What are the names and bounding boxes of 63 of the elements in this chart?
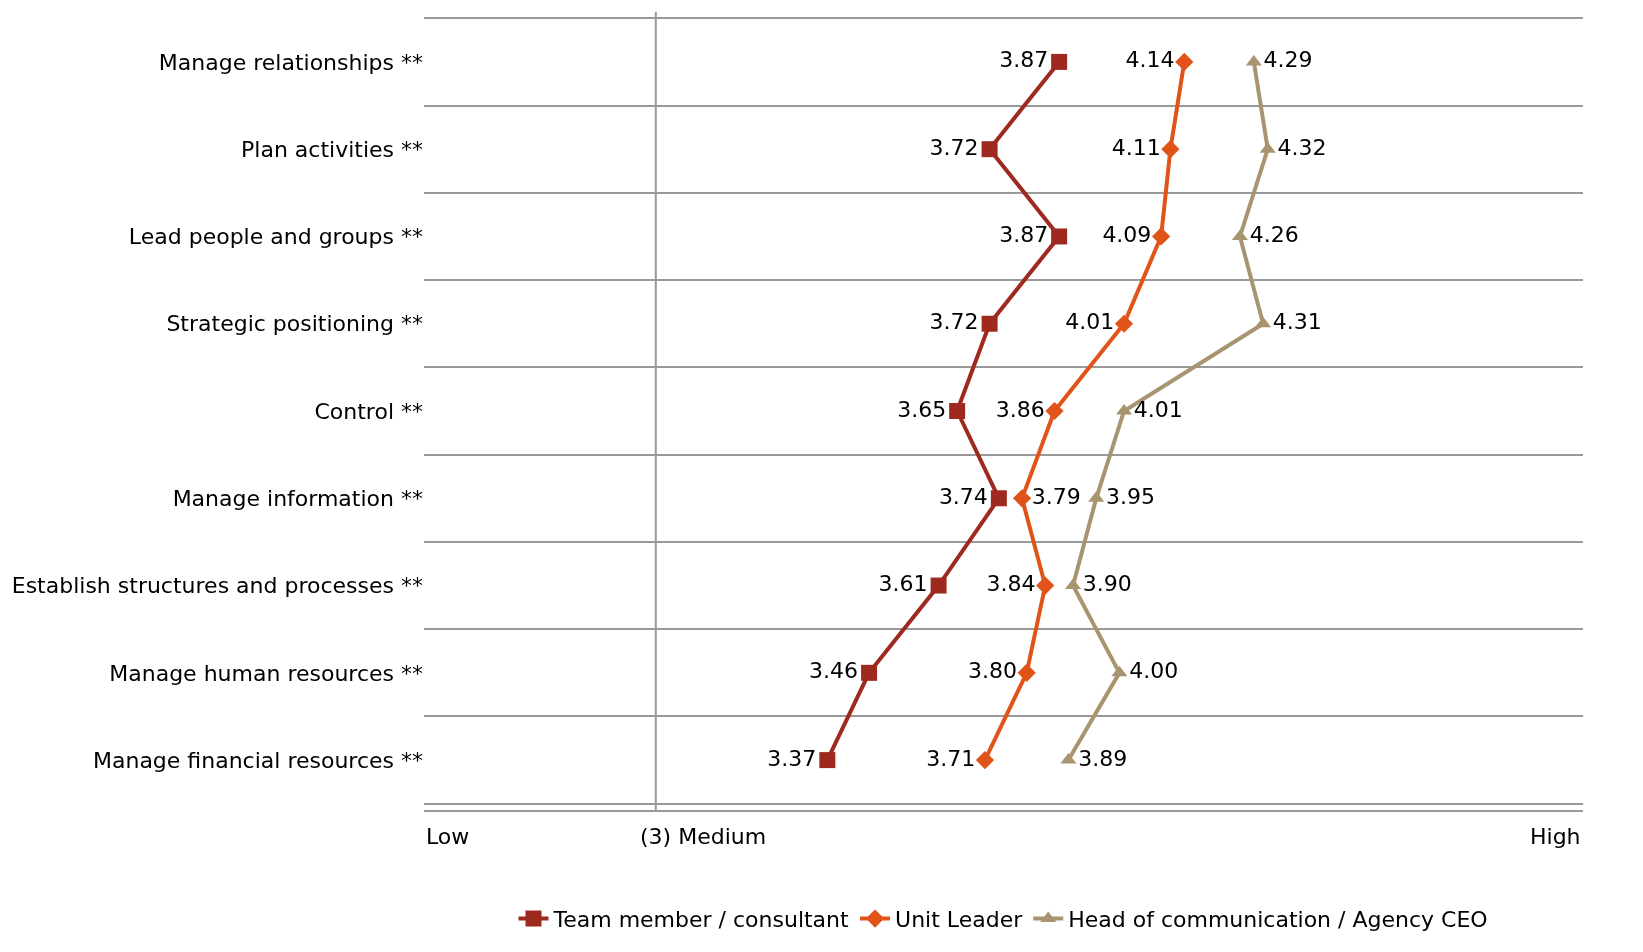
point: [1245, 54, 1262, 66]
point: [1017, 663, 1036, 682]
legend-label: Head of communication / Agency CEO: [1068, 907, 1488, 933]
point: [1051, 228, 1068, 245]
data-label: 3.87: [999, 47, 1049, 73]
point: [861, 664, 878, 681]
data-label: 3.84: [986, 571, 1036, 597]
point: [1255, 316, 1272, 328]
data-label: 3.61: [878, 571, 928, 597]
text: Low: [426, 824, 470, 849]
y-tick-label: Plan activities **: [241, 136, 423, 162]
point: [981, 315, 998, 332]
point: [1045, 401, 1064, 421]
data-label: 4.14: [1125, 47, 1175, 73]
text: High: [1530, 824, 1581, 849]
point: [1036, 576, 1055, 595]
y-tick-label: Manage information **: [172, 485, 423, 511]
data-label: 4.32: [1277, 134, 1327, 160]
point: [1175, 52, 1194, 71]
data-label: 3.87: [999, 221, 1049, 247]
data-label: 3.37: [767, 745, 817, 771]
data-label: 3.46: [809, 658, 859, 684]
data-label: 3.65: [897, 396, 947, 422]
point: [975, 751, 995, 770]
point: [981, 141, 998, 158]
point: [1152, 227, 1171, 246]
legend-label: Unit Leader: [895, 907, 1024, 933]
point: [949, 403, 966, 419]
data-label: 3.89: [1078, 745, 1128, 771]
data-label: 3.80: [967, 658, 1017, 684]
data-label: 4.01: [1133, 396, 1183, 422]
y-tick-label: Control **: [314, 398, 423, 424]
data-label: 3.79: [1031, 483, 1081, 509]
data-label: 3.71: [926, 745, 976, 771]
data-label: 4.00: [1129, 658, 1179, 684]
data-label: 3.86: [995, 396, 1045, 422]
data-label: 3.72: [929, 134, 979, 160]
point: [1012, 489, 1032, 508]
ref-line-label: (3) Medium: [640, 824, 767, 849]
data-label: 3.90: [1082, 571, 1132, 597]
y-tick-label: Lead people and groups **: [128, 224, 423, 250]
data-label: 4.01: [1065, 309, 1115, 335]
y-tick-label: Strategic positioning **: [166, 311, 423, 337]
data-label: 4.11: [1111, 134, 1161, 160]
point: [990, 490, 1007, 507]
legend-label: Team member / consultant: [552, 907, 850, 933]
y-tick-label: Establish structures and processes **: [11, 573, 423, 599]
point: [819, 752, 836, 769]
data-label: 3.95: [1105, 483, 1155, 509]
point: [930, 577, 947, 594]
data-label: 3.74: [938, 483, 988, 509]
data-label: 4.26: [1249, 221, 1299, 247]
data-label: 3.72: [929, 309, 979, 335]
data-label: 4.31: [1272, 309, 1322, 335]
point: [1161, 140, 1180, 159]
y-tick-label: Manage relationships **: [158, 49, 423, 75]
y-tick-label: Manage human resources **: [109, 660, 423, 686]
data-label: 4.29: [1263, 47, 1313, 73]
point: [1114, 314, 1134, 333]
point: [1111, 665, 1128, 677]
data-label: 4.09: [1102, 221, 1152, 247]
y-tick-label: Manage financial resources **: [92, 747, 423, 773]
point: [1051, 53, 1068, 70]
